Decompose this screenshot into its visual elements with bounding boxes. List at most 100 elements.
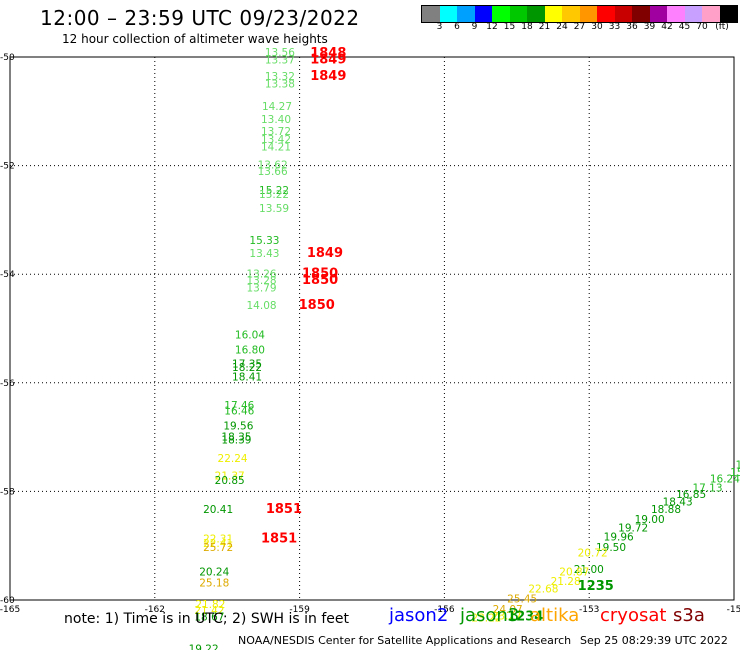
wave-height-label: 15.22 xyxy=(259,189,289,201)
time-label: 1848 xyxy=(310,46,346,61)
wave-height-label: 15.22 xyxy=(259,185,289,197)
time-label: 1849 xyxy=(307,246,343,261)
time-label: 1849 xyxy=(310,53,346,68)
wave-height-label: 15 xyxy=(735,460,740,472)
wave-height-label: 13.59 xyxy=(259,203,289,215)
wave-height-label: 18.22 xyxy=(232,362,262,374)
satellite-legend-jason2: jason2 xyxy=(389,605,449,626)
time-label: 1850 xyxy=(299,298,335,313)
y-tick-label: -50 xyxy=(0,53,15,63)
color-scale-tick-label: 6 xyxy=(454,22,460,32)
wave-height-label: 13.66 xyxy=(258,166,288,178)
satellite-legend-s3a: s3a xyxy=(673,605,705,626)
wave-height-label: 16.80 xyxy=(235,344,265,356)
wave-height-label: 13.72 xyxy=(261,126,291,138)
wave-height-label: 15.3 xyxy=(730,467,740,479)
note-text: note: 1) Time is in UTC; 2) SWH is in fe… xyxy=(64,611,350,627)
wave-height-label: 18.43 xyxy=(663,497,693,509)
wave-height-label: 21.28 xyxy=(551,576,581,588)
color-swatch xyxy=(527,6,545,22)
color-scale-tick-label: 33 xyxy=(608,22,621,32)
time-label: 1235 xyxy=(578,579,614,594)
wave-height-label: 14.08 xyxy=(247,300,277,312)
color-scale-tick-label: 27 xyxy=(573,22,586,32)
color-swatch xyxy=(649,6,667,22)
wave-height-label: 15.33 xyxy=(249,235,279,247)
wave-height-label: 22.24 xyxy=(218,453,248,465)
color-scale-tick-label: 39 xyxy=(643,22,656,32)
color-swatch xyxy=(702,6,720,22)
wave-height-label: 21.82 xyxy=(195,599,225,611)
satellite-legend-altika: altika xyxy=(530,605,580,626)
color-swatch xyxy=(719,6,737,22)
wave-height-label: 16.24 xyxy=(710,474,740,486)
color-swatch xyxy=(457,6,475,22)
time-label: 1851 xyxy=(266,502,302,517)
wave-height-label: 25.72 xyxy=(203,542,233,554)
wave-height-label: 16.46 xyxy=(224,405,254,417)
color-scale-tick-label: 15 xyxy=(503,22,516,32)
wave-height-label: 19.96 xyxy=(604,531,634,543)
x-tick-label: -165 xyxy=(0,605,20,615)
wave-height-label: 20.87 xyxy=(559,567,589,579)
wave-height-label: 23.22 xyxy=(471,613,501,625)
wave-height-label: 18.41 xyxy=(232,372,262,384)
color-scale-tick-label: 21 xyxy=(538,22,551,32)
color-swatch xyxy=(667,6,685,22)
wave-height-label: 16.04 xyxy=(235,329,265,341)
wave-height-label: 19.50 xyxy=(596,542,626,554)
wave-height-label: 18.35 xyxy=(221,431,251,443)
wave-height-label: 22.31 xyxy=(203,533,233,545)
chart-subtitle: 12 hour collection of altimeter wave hei… xyxy=(62,32,328,46)
wave-height-label: 20.41 xyxy=(203,504,233,516)
wave-height-label: 19.00 xyxy=(635,514,665,526)
wave-height-label: 22.41 xyxy=(203,538,233,550)
color-swatch xyxy=(632,6,650,22)
satellite-legend-jason3: jason3 xyxy=(460,605,520,626)
wave-height-label: 13.40 xyxy=(261,114,291,126)
wave-height-label: 20.85 xyxy=(215,475,245,487)
wave-height-label: 13.42 xyxy=(261,134,291,146)
wave-height-label: 13.38 xyxy=(265,78,295,90)
color-swatch xyxy=(439,6,457,22)
wave-height-label: 13.37 xyxy=(265,55,295,67)
wave-height-label: 19.72 xyxy=(618,523,648,535)
wave-height-label: 13.28 xyxy=(247,275,277,287)
color-swatch xyxy=(492,6,510,22)
time-label: 1851 xyxy=(261,531,297,546)
color-scale-tick-label: 24 xyxy=(556,22,568,32)
color-scale-tick-label: 42 xyxy=(661,22,673,32)
wave-height-label: 16.85 xyxy=(676,489,706,501)
wave-height-label: 23.27 xyxy=(492,611,522,623)
color-swatch xyxy=(422,6,440,22)
x-tick-label: -159 xyxy=(289,605,310,615)
color-swatch xyxy=(562,6,580,22)
time-label: 1234 xyxy=(507,610,543,625)
wave-height-label: 24.07 xyxy=(493,604,523,616)
color-scale-tick-label: 18 xyxy=(521,22,533,32)
wave-height-label: 13.43 xyxy=(249,248,279,260)
color-scale-tick-label: 45 xyxy=(678,22,691,32)
wave-height-label: 17.35 xyxy=(232,359,262,371)
color-scale-tick-label: 12 xyxy=(486,22,498,32)
wave-height-label: 19.56 xyxy=(223,420,253,432)
wave-height-label: 13.79 xyxy=(247,283,277,295)
color-scale-tick-label: 30 xyxy=(591,22,603,32)
y-tick-label: -60 xyxy=(0,596,15,606)
wave-height-label: 19.22 xyxy=(189,644,219,650)
color-scale-tick-label: 9 xyxy=(471,22,478,32)
chart-title: 12:00 – 23:59 UTC 09/23/2022 xyxy=(40,6,360,30)
x-tick-label: -153 xyxy=(579,605,599,615)
wave-height-label: 14.27 xyxy=(262,101,292,113)
wave-height-label: 21.37 xyxy=(215,470,245,482)
time-label: 1850 xyxy=(302,273,338,288)
wave-height-label: 13.32 xyxy=(265,71,295,83)
wave-height-label: 20.24 xyxy=(199,567,229,579)
wave-height-label: 18.88 xyxy=(651,504,681,516)
color-scale-tick-label: 3 xyxy=(436,22,443,32)
x-tick-label: -162 xyxy=(145,605,165,615)
footer-credit: NOAA/NESDIS Center for Satellite Applica… xyxy=(238,634,572,647)
wave-height-label: 17.13 xyxy=(692,482,722,494)
wave-height-label: 13.26 xyxy=(247,268,277,280)
